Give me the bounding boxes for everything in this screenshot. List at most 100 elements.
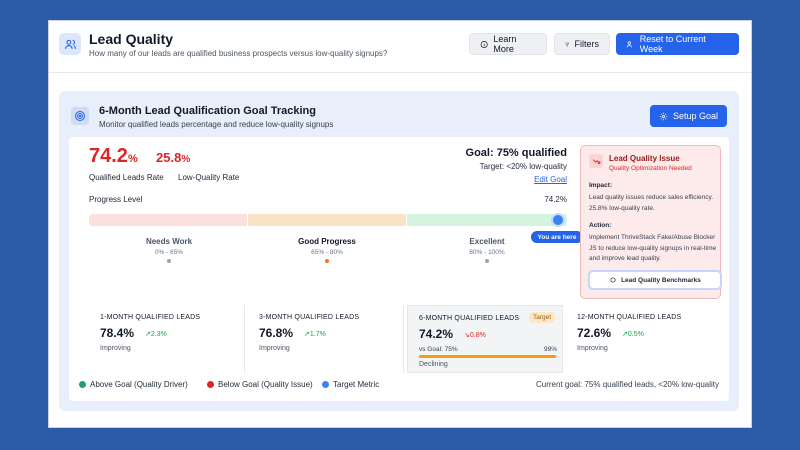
card-status: Declining	[419, 361, 448, 368]
lead-quality-issue-card: Lead Quality Issue Quality Optimization …	[580, 145, 722, 299]
qualified-rate-number: 74.2	[89, 145, 128, 167]
app-window: Lead Quality How many of our leads are q…	[48, 20, 752, 428]
vs-goal-value: 99%	[543, 346, 557, 353]
reset-week-button[interactable]: Reset to Current Week	[616, 33, 739, 55]
card-value: 76.8%	[259, 326, 294, 340]
users-icon	[59, 33, 81, 55]
lowq-rate-label: Low-Quality Rate	[178, 173, 240, 182]
you-are-here-badge: You are here	[531, 231, 583, 243]
zone-segment-needs-work	[89, 214, 249, 226]
target-badge: Target	[529, 312, 556, 323]
card-3-month: 3-MONTH QUALIFIED LEADS 76.8% ↗1.7% Impr…	[248, 305, 404, 373]
card-value: 72.6%	[577, 326, 612, 340]
filters-button[interactable]: Filters	[554, 33, 610, 55]
progress-label: Progress Level	[89, 195, 143, 204]
card-delta-value: 1.7%	[309, 331, 326, 338]
trend-up-icon: ↗	[304, 331, 310, 338]
card-12-month: 12-MONTH QUALIFIED LEADS 72.6% ↗0.5% Imp…	[566, 305, 722, 373]
zone-dot-active	[325, 259, 329, 263]
card-delta: ↘0.8%	[464, 331, 486, 339]
learn-more-button[interactable]: Learn More	[469, 33, 547, 55]
panel-title: 6-Month Lead Qualification Goal Tracking	[99, 105, 316, 117]
impact-label: Impact:	[589, 182, 613, 189]
legend-summary: Current goal: 75% qualified leads, <20% …	[536, 380, 719, 389]
zone-segment-good-progress	[248, 214, 408, 226]
goal-tracking-panel: 6-Month Lead Qualification Goal Tracking…	[59, 91, 739, 411]
target-icon	[71, 107, 89, 125]
zone-dot	[167, 259, 171, 263]
sparkle-icon	[610, 277, 617, 283]
gear-icon	[659, 112, 668, 120]
legend-dot	[79, 381, 86, 388]
lowq-rate-unit: %	[181, 154, 191, 165]
action-label: Action:	[589, 222, 612, 229]
card-status: Improving	[577, 345, 608, 352]
zone-range: 80% - 100%	[469, 249, 505, 256]
card-delta: ↗2.3%	[145, 330, 167, 338]
goal-target: Target: <20% low-quality	[479, 162, 567, 171]
progress-marker	[551, 213, 565, 227]
card-title: 3-MONTH QUALIFIED LEADS	[259, 314, 360, 321]
setup-goal-label: Setup Goal	[672, 111, 719, 121]
qualified-rate-value: 74.2%	[89, 145, 138, 168]
page-header: Lead Quality How many of our leads are q…	[49, 21, 751, 73]
setup-goal-button[interactable]: Setup Goal	[650, 105, 727, 127]
card-title: 1-MONTH QUALIFIED LEADS	[100, 314, 201, 321]
card-delta-value: 0.8%	[469, 332, 486, 339]
trend-down-icon: ↘	[464, 332, 470, 339]
users-icon	[626, 40, 632, 47]
progress-value: 74.2%	[544, 195, 567, 204]
trending-down-icon	[589, 154, 603, 168]
card-title: 6-MONTH QUALIFIED LEADS	[419, 315, 520, 322]
card-status: Improving	[100, 345, 131, 352]
goal-title: Goal: 75% qualified	[465, 147, 567, 159]
legend-label: Above Goal (Quality Driver)	[90, 380, 188, 389]
legend-item-target: Target Metric	[322, 380, 379, 389]
card-1-month: 1-MONTH QUALIFIED LEADS 78.4% ↗2.3% Impr…	[89, 305, 245, 373]
learn-more-label: Learn More	[493, 34, 517, 54]
card-delta-value: 2.3%	[150, 331, 167, 338]
card-delta-value: 0.5%	[627, 331, 644, 338]
zone-needs-work: Needs Work 0% - 65%	[109, 237, 229, 263]
issue-title: Lead Quality Issue	[609, 154, 680, 163]
zone-range: 65% - 80%	[311, 249, 343, 256]
filter-icon	[565, 42, 570, 46]
zone-name: Needs Work	[145, 237, 193, 246]
zone-excellent: Excellent 80% - 100%	[427, 237, 547, 263]
zone-name: Excellent	[469, 237, 505, 246]
impact-text: Lead quality issues reduce sales efficie…	[589, 194, 714, 212]
page-subtitle: How many of our leads are qualified busi…	[89, 49, 388, 58]
edit-goal-link[interactable]: Edit Goal	[534, 175, 567, 184]
legend-label: Target Metric	[333, 380, 380, 389]
card-delta: ↗1.7%	[304, 330, 326, 338]
issue-subtitle: Quality Optimization Needed	[609, 165, 692, 172]
zone-dot	[485, 259, 489, 263]
card-title: 12-MONTH QUALIFIED LEADS	[577, 314, 682, 321]
legend-label: Below Goal (Quality Issue)	[218, 380, 313, 389]
legend-item-below-goal: Below Goal (Quality Issue)	[207, 380, 313, 389]
lowq-rate-number: 25.8	[156, 150, 182, 165]
action-text: Implement ThriveStack Fake/Abuse Blocker…	[589, 234, 717, 262]
legend: Above Goal (Quality Driver) Below Goal (…	[79, 379, 719, 393]
card-delta: ↗0.5%	[622, 330, 644, 338]
lowq-rate-value: 25.8%	[156, 150, 190, 165]
benchmarks-label: Lead Quality Benchmarks	[621, 276, 701, 284]
vs-goal-label: vs Goal: 75%	[419, 346, 458, 353]
card-value: 78.4%	[100, 326, 135, 340]
zone-good-progress: Good Progress 65% - 80%	[267, 237, 387, 263]
trend-up-icon: ↗	[622, 331, 628, 338]
legend-item-above-goal: Above Goal (Quality Driver)	[79, 380, 188, 389]
vs-goal-row: vs Goal: 75% 99%	[419, 346, 557, 353]
info-icon	[480, 40, 488, 48]
panel-subtitle: Monitor qualified leads percentage and r…	[99, 120, 334, 129]
zone-range: 0% - 65%	[154, 249, 184, 256]
progress-track	[89, 214, 567, 226]
card-6-month: 6-MONTH QUALIFIED LEADS Target 74.2% ↘0.…	[407, 305, 563, 373]
legend-dot	[207, 381, 214, 388]
page-title: Lead Quality	[89, 31, 174, 47]
qualified-rate-unit: %	[127, 153, 138, 165]
lead-quality-benchmarks-button[interactable]: Lead Quality Benchmarks	[588, 270, 722, 290]
zone-name: Good Progress	[298, 237, 356, 246]
vs-goal-bar	[419, 355, 557, 358]
goal-content: 74.2% Qualified Leads Rate 25.8% Low-Qua…	[69, 137, 729, 401]
